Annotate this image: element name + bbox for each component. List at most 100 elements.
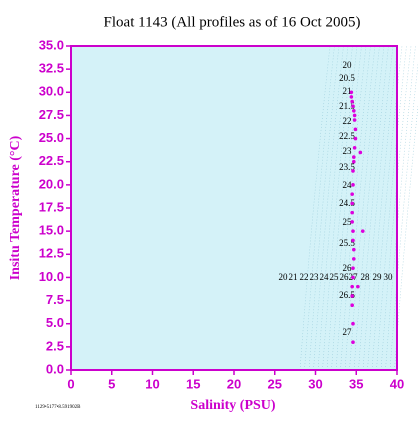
y-tick-label: 27.5 <box>39 107 64 122</box>
y-tick-label: 35.0 <box>39 37 64 52</box>
data-point <box>350 99 354 104</box>
contour-line <box>340 45 371 371</box>
data-point <box>350 201 354 206</box>
contour-label: 20.5 <box>339 73 355 83</box>
contour-line <box>376 45 407 371</box>
contour-line <box>322 45 353 371</box>
contour-line <box>331 45 362 371</box>
footnote: 1129•5177•8.591902B <box>35 405 81 410</box>
y-tick-label: 10.0 <box>39 269 64 284</box>
x-axis-label: Salinity (PSU) <box>190 398 276 413</box>
plot-background <box>71 46 397 370</box>
data-point <box>352 159 356 164</box>
data-point <box>353 136 358 141</box>
x-tick-label: 30 <box>308 376 322 391</box>
contour-label: 23 <box>310 272 320 282</box>
contour-label: 21 <box>343 86 352 96</box>
contour-label: 21.5 <box>339 101 355 111</box>
y-tick-label: 7.5 <box>46 292 64 307</box>
data-point <box>349 90 354 95</box>
x-tick-label: 0 <box>67 376 74 391</box>
contour-line <box>326 45 358 371</box>
contour-label: 30 <box>384 272 394 282</box>
data-point <box>350 284 354 289</box>
y-tick-label: 22.5 <box>39 153 64 168</box>
data-point <box>356 284 360 289</box>
contour-line <box>304 45 335 371</box>
data-point <box>350 294 354 298</box>
data-point <box>352 247 356 252</box>
contour-line <box>380 45 412 371</box>
x-tick-label: 40 <box>390 376 404 391</box>
y-tick-label: 5.0 <box>46 315 64 330</box>
contour-line <box>367 45 398 371</box>
contour-label: 26 <box>340 272 350 282</box>
data-point <box>351 169 355 173</box>
x-tick-label: 5 <box>108 376 115 391</box>
contour-label: 21 <box>289 272 298 282</box>
data-point <box>351 104 355 108</box>
chart-title: Float 1143 (All profiles as of 16 Oct 20… <box>104 14 361 30</box>
contour-label: 23.5 <box>339 162 355 172</box>
contour-line <box>358 45 389 371</box>
x-tick-label: 15 <box>186 376 200 391</box>
data-point <box>352 109 356 113</box>
x-tick-label: 10 <box>145 376 159 391</box>
contour-line <box>308 45 340 371</box>
data-point <box>353 127 358 132</box>
data-point <box>351 340 355 345</box>
contour-label: 24 <box>343 180 353 190</box>
y-tick-label: 17.5 <box>39 199 64 214</box>
data-point <box>352 257 356 261</box>
contour-line <box>317 45 349 371</box>
data-point <box>352 155 356 159</box>
y-tick-label: 20.0 <box>39 176 64 191</box>
contour-label: 29 <box>373 272 383 282</box>
y-tick-label: 0.0 <box>46 361 64 376</box>
contour-line <box>353 45 385 371</box>
data-point <box>349 95 354 99</box>
contour-line <box>385 45 416 371</box>
contour-label: 22 <box>343 116 352 126</box>
x-tick-label: 20 <box>227 376 241 391</box>
contour-line <box>389 61 418 371</box>
data-point <box>352 146 357 150</box>
x-tick-label: 35 <box>349 376 363 391</box>
contour-label: 20 <box>343 60 353 70</box>
contour-line <box>299 45 331 371</box>
data-point <box>352 118 357 122</box>
contour-line <box>335 45 367 371</box>
contour-line <box>394 104 418 371</box>
data-point <box>352 113 357 118</box>
data-point <box>351 238 355 243</box>
contour-label: 26.5 <box>339 290 355 300</box>
contour-label: 25 <box>330 272 340 282</box>
data-point <box>351 183 355 187</box>
data-point <box>351 321 355 326</box>
data-point <box>360 229 365 233</box>
y-tick-label: 12.5 <box>39 246 64 261</box>
contour-label: 24.5 <box>339 198 355 208</box>
y-axis-label: Insitu Temperature (°C) <box>8 135 23 280</box>
contour-label: 22.5 <box>339 131 355 141</box>
contour-label: 26 <box>343 263 353 273</box>
y-tick-label: 30.0 <box>39 84 64 99</box>
y-tick-label: 2.5 <box>46 338 64 353</box>
contour-label: 25.5 <box>339 238 355 248</box>
data-point <box>351 229 355 233</box>
data-point <box>358 150 363 155</box>
contour-label: 27 <box>343 327 353 337</box>
contour-line <box>349 45 380 371</box>
y-tick-label: 32.5 <box>39 61 64 76</box>
data-point <box>350 220 354 224</box>
contour-line <box>313 45 344 371</box>
data-point <box>350 303 354 308</box>
contour-label: 25 <box>343 217 353 227</box>
data-point <box>350 210 354 215</box>
contour-line <box>362 45 394 371</box>
y-tick-label: 25.0 <box>39 130 64 145</box>
contour-line <box>344 45 376 371</box>
contour-label: 22 <box>300 272 309 282</box>
contour-label: 23 <box>343 146 353 156</box>
x-tick-label: 25 <box>268 376 282 391</box>
